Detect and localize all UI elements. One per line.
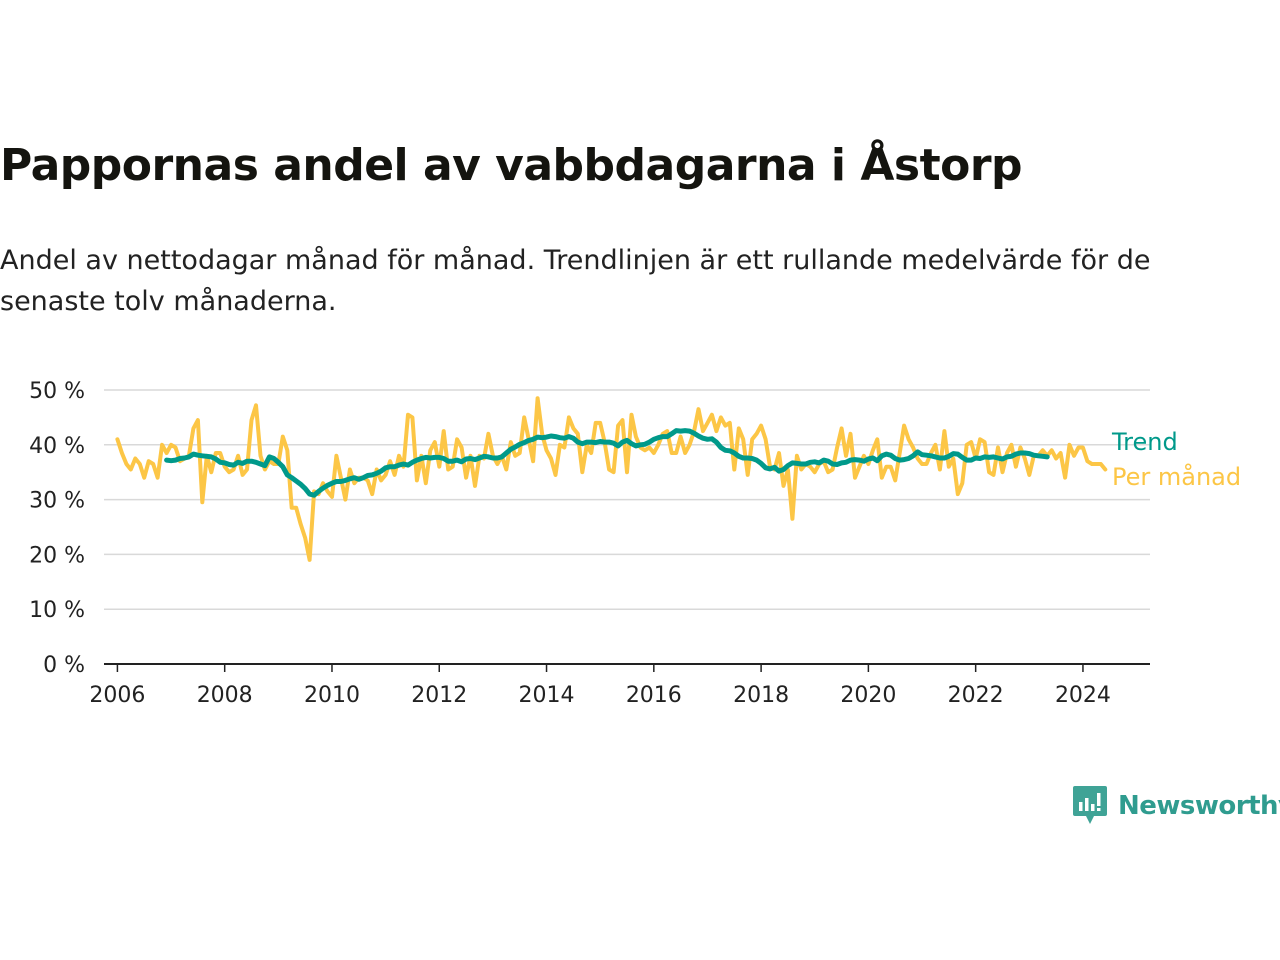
y-tick-label: 50 % xyxy=(29,379,85,404)
series-label-per-manad: Per månad xyxy=(1112,462,1241,491)
x-tick-label: 2022 xyxy=(948,683,1004,708)
x-tick-label: 2016 xyxy=(626,683,682,708)
y-axis-tick-labels: 0 % 10 % 20 % 30 % 40 % 50 % xyxy=(29,379,85,678)
newsworthy-logo-icon xyxy=(1073,786,1107,824)
y-tick-label: 0 % xyxy=(43,653,85,678)
newsworthy-brand: Newsworthy xyxy=(1072,784,1280,828)
y-tick-label: 40 % xyxy=(29,434,85,459)
series-end-labels: Trend Per månad xyxy=(1111,428,1241,491)
y-tick-label: 20 % xyxy=(29,543,85,568)
x-tick-label: 2008 xyxy=(197,683,253,708)
y-tick-label: 30 % xyxy=(29,489,85,514)
x-tick-label: 2010 xyxy=(304,683,360,708)
brand-name: Newsworthy xyxy=(1118,791,1280,821)
series-label-trend: Trend xyxy=(1111,428,1178,456)
y-tick-label: 10 % xyxy=(29,598,85,623)
series-line-per-manad xyxy=(115,396,1108,562)
x-tick-label: 2014 xyxy=(519,683,575,708)
x-tick-label: 2018 xyxy=(733,683,789,708)
x-axis: 2006 2008 2010 2012 2014 2016 2018 2020 2022 2024 xyxy=(89,663,1150,708)
gridlines xyxy=(104,389,1150,610)
x-tick-label: 2020 xyxy=(840,683,896,708)
chart-title: Pappornas andel av vabbdagarna i Åstorp xyxy=(0,140,1023,191)
x-tick-label: 2024 xyxy=(1055,683,1111,708)
x-tick-label: 2012 xyxy=(411,683,467,708)
series-line-trend xyxy=(164,428,1050,498)
chart-series xyxy=(115,396,1108,562)
chart-subtitle: Andel av nettodagar månad för månad. Tre… xyxy=(0,245,1151,317)
x-tick-label: 2006 xyxy=(89,683,145,708)
